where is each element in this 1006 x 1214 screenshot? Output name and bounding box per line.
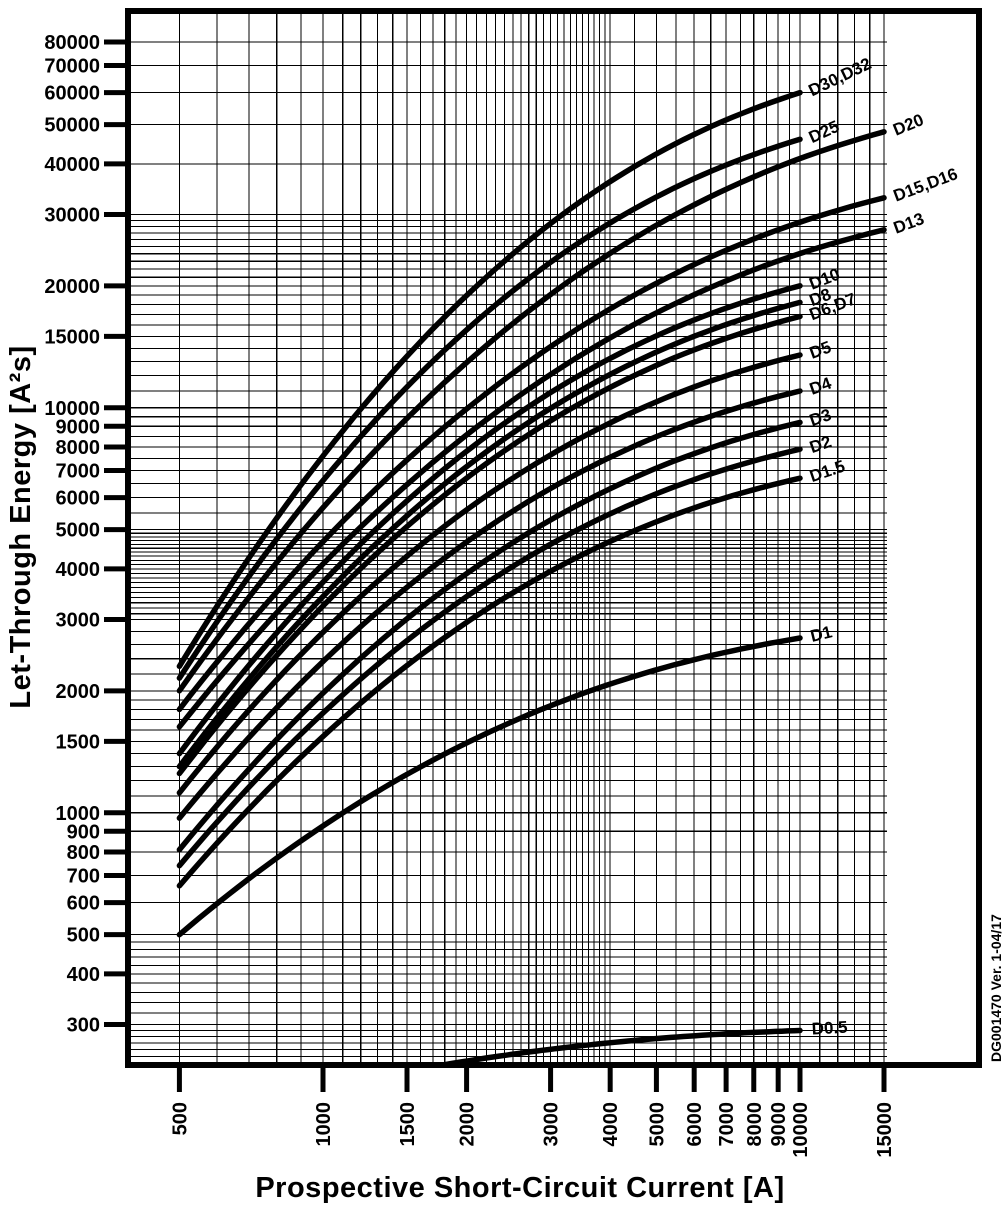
curves-layer xyxy=(176,89,887,1063)
curve-label-d1: D1 xyxy=(808,622,834,646)
x-tick-label: 3000 xyxy=(541,1102,563,1147)
curve-d8 xyxy=(176,299,803,770)
x-tick-label: 500 xyxy=(169,1102,191,1135)
x-tick-label: 4000 xyxy=(600,1102,622,1147)
y-tick-label: 9000 xyxy=(56,416,101,438)
y-tick-label: 70000 xyxy=(44,55,100,77)
y-tick-label: 40000 xyxy=(44,154,100,176)
y-tick-label: 2000 xyxy=(56,681,101,703)
y-tick-label: 15000 xyxy=(44,326,100,348)
curve-d3 xyxy=(176,419,803,853)
curve-d2 xyxy=(176,446,803,869)
y-tick-label: 1000 xyxy=(56,803,101,825)
y-tick-label: 300 xyxy=(67,1015,100,1037)
curve-d25 xyxy=(176,136,803,681)
y-tick-label: 1500 xyxy=(56,731,101,753)
y-tick-label: 800 xyxy=(67,842,100,864)
curve-label-d13: D13 xyxy=(891,209,927,237)
curve-label-d2: D2 xyxy=(807,432,834,457)
y-tick-label: 500 xyxy=(67,925,100,947)
curve-d1 xyxy=(176,635,803,938)
x-tick-label: 8000 xyxy=(744,1102,766,1147)
y-tick-label: 60000 xyxy=(44,83,100,105)
curve-d1-5 xyxy=(176,475,803,889)
x-tick-label: 6000 xyxy=(684,1102,706,1147)
curve-d0-5 xyxy=(437,1027,803,1063)
curve-label-d25: D25 xyxy=(806,117,842,147)
curve-d20 xyxy=(176,129,887,694)
curve-label-d30-d32: D30,D32 xyxy=(805,54,874,100)
plot-border xyxy=(125,8,982,1068)
curve-label-d1-5: D1.5 xyxy=(807,457,847,486)
curve-label-d15-d16: D15,D16 xyxy=(891,164,961,205)
x-tick-label: 10000 xyxy=(790,1102,812,1158)
curve-labels: D0.5D1D1.5D2D3D4D5D6,D7D8D10D13D15,D16D2… xyxy=(805,54,960,1038)
x-tick-label: 5000 xyxy=(646,1102,668,1147)
x-tick-label: 1500 xyxy=(397,1102,419,1147)
x-axis-title: Prospective Short-Circuit Current [A] xyxy=(255,1172,784,1204)
y-tick-label: 20000 xyxy=(44,276,100,298)
y-tick-label: 7000 xyxy=(56,460,101,482)
y-tick-label: 6000 xyxy=(56,488,101,510)
curve-d5 xyxy=(176,352,803,796)
x-tick-label: 9000 xyxy=(768,1102,790,1147)
y-tick-label: 600 xyxy=(67,893,100,915)
x-tick-label: 2000 xyxy=(457,1102,479,1147)
curve-d13 xyxy=(176,227,887,730)
y-tick-label: 4000 xyxy=(56,559,101,581)
x-tick-label: 15000 xyxy=(874,1102,896,1158)
x-tick-label: 1000 xyxy=(313,1102,335,1147)
y-tick-label: 50000 xyxy=(44,115,100,137)
doc-ref-note: DG001470 Ver. 1-04/17 xyxy=(988,914,1004,1062)
y-axis-title: Let-Through Energy [A²s] xyxy=(5,345,37,708)
curve-d30-d32 xyxy=(176,89,803,670)
curve-label-d0-5: D0.5 xyxy=(811,1018,848,1039)
curve-d4 xyxy=(176,388,803,821)
y-tick-label: 700 xyxy=(67,865,100,887)
y-tick-label: 5000 xyxy=(56,520,101,542)
curve-d15-d16 xyxy=(176,195,887,713)
x-tick-label: 7000 xyxy=(716,1102,738,1147)
y-tick-label: 3000 xyxy=(56,610,101,632)
y-tick-label: 8000 xyxy=(56,437,101,459)
curve-label-d20: D20 xyxy=(890,110,926,139)
y-tick-label: 10000 xyxy=(44,398,100,420)
curve-label-d5: D5 xyxy=(807,337,834,362)
y-tick-label: 80000 xyxy=(44,32,100,54)
curve-d10 xyxy=(176,283,803,757)
y-tick-label: 900 xyxy=(67,821,100,843)
curve-label-d4: D4 xyxy=(807,373,834,398)
curve-d6-d7 xyxy=(176,313,803,777)
y-tick-label: 30000 xyxy=(44,205,100,227)
y-tick-label: 400 xyxy=(67,964,100,986)
axis-ticks xyxy=(104,39,887,1092)
